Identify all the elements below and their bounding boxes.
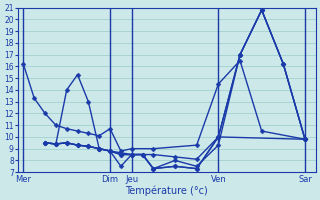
X-axis label: Température (°c): Température (°c)	[125, 185, 208, 196]
